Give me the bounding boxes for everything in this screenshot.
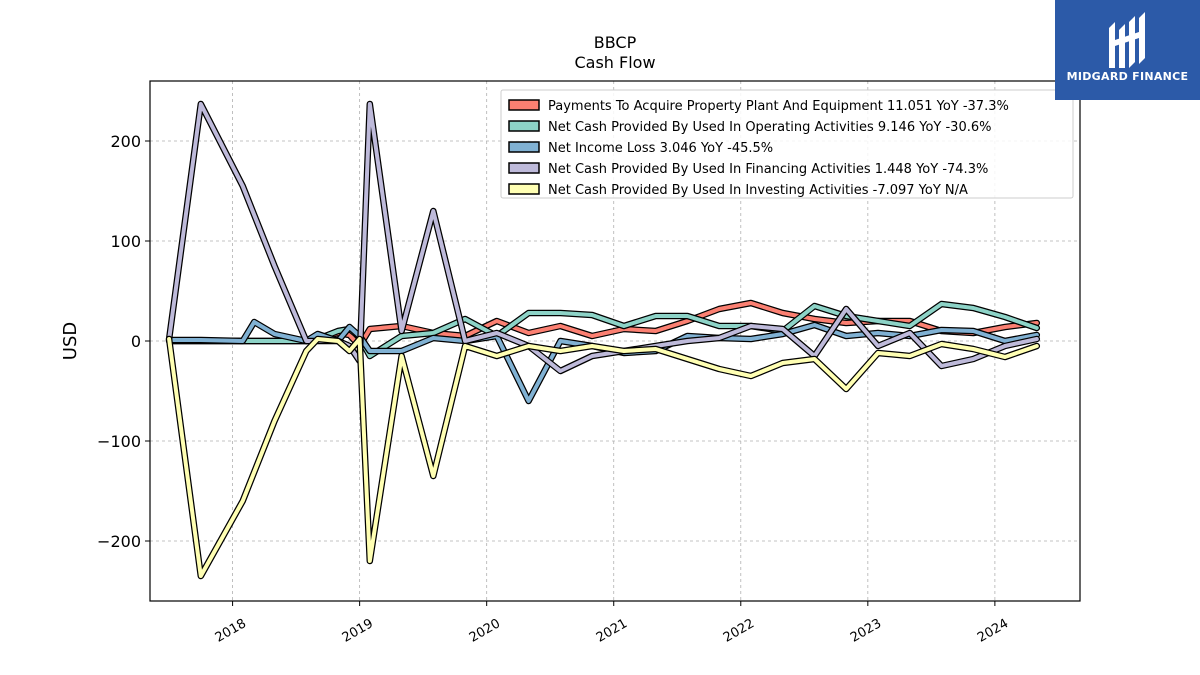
chart-subtitle: Cash Flow	[574, 53, 655, 72]
x-tick-label: 2022	[721, 616, 757, 646]
x-tick-label: 2019	[340, 616, 376, 646]
legend-entry-0: Payments To Acquire Property Plant And E…	[548, 99, 1009, 114]
y-tick-label: 0	[131, 332, 141, 351]
midgard-logo-icon	[1109, 12, 1145, 68]
series-line-4	[167, 337, 1039, 578]
legend-swatch-1	[508, 120, 540, 132]
x-tick-label: 2020	[467, 616, 503, 646]
chart-title: BBCP	[594, 33, 637, 52]
legend-swatch-4	[508, 183, 540, 195]
x-tick-label: 2018	[213, 616, 249, 646]
x-tick-label: 2023	[848, 616, 884, 646]
legend-box	[500, 89, 1074, 199]
y-tick-label: 100	[110, 232, 141, 251]
legend-entry-1: Net Cash Provided By Used In Operating A…	[548, 120, 991, 135]
y-tick-label: −200	[97, 532, 141, 551]
brand-logo: MIDGARD FINANCE	[1055, 0, 1200, 100]
legend-entry-3: Net Cash Provided By Used In Financing A…	[548, 162, 988, 177]
y-tick-label: −100	[97, 432, 141, 451]
y-tick-label: 200	[110, 132, 141, 151]
x-tick-label: 2021	[594, 616, 630, 646]
legend-entry-4: Net Cash Provided By Used In Investing A…	[548, 183, 968, 198]
x-tick-label: 2024	[975, 616, 1011, 646]
y-axis-label: USD	[60, 322, 81, 360]
legend-swatch-0	[508, 99, 540, 111]
brand-name: MIDGARD FINANCE	[1066, 70, 1189, 83]
series-outline-4	[165, 335, 1041, 580]
legend-entry-2: Net Income Loss 3.046 YoY -45.5%	[548, 141, 773, 156]
legend-swatch-3	[508, 162, 540, 174]
legend-swatch-2	[508, 141, 540, 153]
